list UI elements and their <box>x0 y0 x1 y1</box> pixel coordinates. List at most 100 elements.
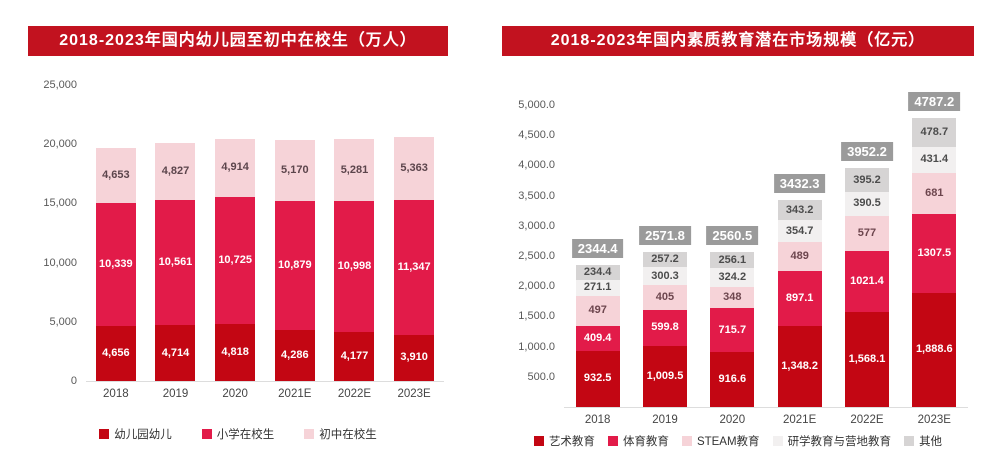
segment-value-label: 478.7 <box>920 125 949 138</box>
legend-swatch-icon <box>904 436 915 446</box>
total-value-badge: 2560.5 <box>706 226 759 246</box>
segment-初中在校生: 5,363 <box>394 136 435 201</box>
bar-2022E: 1,568.1 1021.4 577 390.5 395.2 3952.2 <box>841 142 893 407</box>
legend-swatch-icon <box>201 429 212 439</box>
enrollment-legend: 幼儿园幼儿 小学在校生 初中在校生 <box>28 426 448 442</box>
total-value-badge: 3432.3 <box>773 173 826 193</box>
total-value-badge: 2344.4 <box>571 239 624 259</box>
segment-value-label: 390.5 <box>853 197 881 210</box>
legend-item-研学教育与营地教育: 研学教育与营地教育 <box>772 433 892 449</box>
x-axis-label: 2023E <box>397 388 431 400</box>
segment-体育教育: 1307.5 <box>912 213 957 293</box>
segment-研学教育与营地教育: 324.2 <box>710 267 755 288</box>
segment-value-label: 257.2 <box>651 252 679 265</box>
legend-label: 幼儿园幼儿 <box>114 429 172 441</box>
legend-label: STEAM教育 <box>696 436 760 448</box>
legend-label: 其他 <box>919 436 943 448</box>
legend-label: 初中在校生 <box>319 429 377 441</box>
legend-swatch-icon <box>304 429 315 439</box>
market-size-chart-panel: 2018-2023年国内素质教育潜在市场规模（亿元） 5,000.0 4,500.… <box>502 26 974 449</box>
segment-体育教育: 409.4 <box>575 325 620 351</box>
legend-label: 研学教育与营地教育 <box>787 436 892 448</box>
enrollment-chart-panel: 2018-2023年国内幼儿园至初中在校生（万人） 25,000 20,000 15… <box>28 26 448 442</box>
segment-value-label: 348 <box>723 291 742 304</box>
segment-小学在校生: 10,725 <box>215 197 256 324</box>
legend-item-初中在校生: 初中在校生 <box>304 426 377 442</box>
bar-2022E: 4,177 10,998 5,281 <box>334 138 375 381</box>
segment-艺术教育: 1,888.6 <box>912 292 957 407</box>
segment-value-label: 343.2 <box>785 203 814 216</box>
segment-value-label: 271.1 <box>583 281 612 294</box>
segment-value-label: 4,653 <box>102 169 130 182</box>
segment-STEAM教育: 405 <box>642 285 687 310</box>
y-axis-tick: 4,000.0 <box>518 159 555 172</box>
y-axis-tick: 2,000.0 <box>518 280 555 293</box>
segment-value-label: 5,363 <box>400 162 428 175</box>
segment-value-label: 497 <box>588 304 607 317</box>
legend-item-STEAM教育: STEAM教育 <box>681 433 760 449</box>
x-axis-label: 2022E <box>850 414 884 426</box>
enrollment-x-axis: 2018 2019 2020 2021E 2022E 2023E <box>86 382 444 400</box>
x-axis-label: 2020 <box>222 388 248 400</box>
segment-value-label: 354.7 <box>785 224 814 237</box>
segment-value-label: 234.4 <box>583 266 612 279</box>
segment-体育教育: 897.1 <box>777 271 822 326</box>
bars-container: 4,656 10,339 4,653 4,714 10,561 4,827 4,818 10,… <box>86 85 444 381</box>
segment-幼儿园幼儿: 3,910 <box>394 334 435 381</box>
segment-体育教育: 715.7 <box>710 308 755 352</box>
bar-2020: 4,818 10,725 4,914 <box>215 138 256 381</box>
segment-小学在校生: 10,879 <box>274 201 315 331</box>
segment-研学教育与营地教育: 271.1 <box>575 279 620 296</box>
y-axis-tick: 25,000 <box>43 79 77 91</box>
segment-初中在校生: 5,170 <box>274 140 315 202</box>
market-size-x-axis: 2018 2019 2020 2021E 2022E 2023E <box>564 408 968 426</box>
segment-value-label: 4,177 <box>340 349 369 362</box>
total-value-badge: 3952.2 <box>841 142 893 162</box>
segment-value-label: 256.1 <box>718 253 747 266</box>
x-axis-label: 2019 <box>162 388 189 400</box>
bar-2023E: 1,888.6 1307.5 681 431.4 478.7 4787.2 <box>908 91 961 407</box>
segment-value-label: 1,888.6 <box>915 343 953 356</box>
legend-label: 艺术教育 <box>548 436 595 448</box>
segment-研学教育与营地教育: 390.5 <box>844 192 889 216</box>
segment-value-label: 4,286 <box>281 349 309 362</box>
segment-艺术教育: 1,009.5 <box>642 346 687 407</box>
segment-value-label: 11,347 <box>397 261 431 274</box>
segment-幼儿园幼儿: 4,818 <box>215 323 256 381</box>
y-axis-tick: 10,000 <box>43 256 77 269</box>
total-value-badge: 4787.2 <box>908 91 961 111</box>
segment-value-label: 5,170 <box>281 164 309 177</box>
segment-小学在校生: 10,561 <box>155 200 196 326</box>
segment-幼儿园幼儿: 4,177 <box>334 331 375 381</box>
segment-value-label: 324.2 <box>718 271 747 284</box>
enrollment-chart-title: 2018-2023年国内幼儿园至初中在校生（万人） <box>28 26 448 56</box>
segment-小学在校生: 10,998 <box>334 201 375 332</box>
segment-STEAM教育: 497 <box>575 295 620 326</box>
segment-value-label: 932.5 <box>583 372 612 385</box>
bar-2021E: 1,348.2 897.1 489 354.7 343.2 3432.3 <box>773 173 826 407</box>
segment-value-label: 300.3 <box>651 269 679 282</box>
segment-value-label: 1,568.1 <box>848 353 886 366</box>
segment-幼儿园幼儿: 4,714 <box>155 325 196 381</box>
bar-2019: 1,009.5 599.8 405 300.3 257.2 2571.8 <box>639 225 691 407</box>
segment-value-label: 10,998 <box>337 259 372 272</box>
y-axis-tick: 4,500.0 <box>518 129 555 142</box>
segment-value-label: 4,818 <box>221 345 249 358</box>
y-axis-tick: 5,000.0 <box>518 99 555 111</box>
legend-swatch-icon <box>681 436 692 446</box>
segment-其他: 257.2 <box>642 251 687 268</box>
y-axis-tick: 1,000.0 <box>518 340 555 353</box>
segment-小学在校生: 10,339 <box>95 203 136 326</box>
y-axis-tick: 3,500.0 <box>518 189 555 202</box>
segment-value-label: 4,656 <box>102 346 130 359</box>
segment-value-label: 4,914 <box>221 161 249 174</box>
market-size-chart-title: 2018-2023年国内素质教育潜在市场规模（亿元） <box>502 26 974 56</box>
segment-其他: 478.7 <box>912 117 957 147</box>
segment-初中在校生: 4,653 <box>95 148 136 204</box>
segment-value-label: 4,714 <box>161 346 190 359</box>
bar-2019: 4,714 10,561 4,827 <box>155 143 196 381</box>
segment-研学教育与营地教育: 431.4 <box>912 146 957 173</box>
segment-艺术教育: 916.6 <box>710 351 755 407</box>
legend-swatch-icon <box>607 436 618 446</box>
segment-幼儿园幼儿: 4,286 <box>274 330 315 381</box>
